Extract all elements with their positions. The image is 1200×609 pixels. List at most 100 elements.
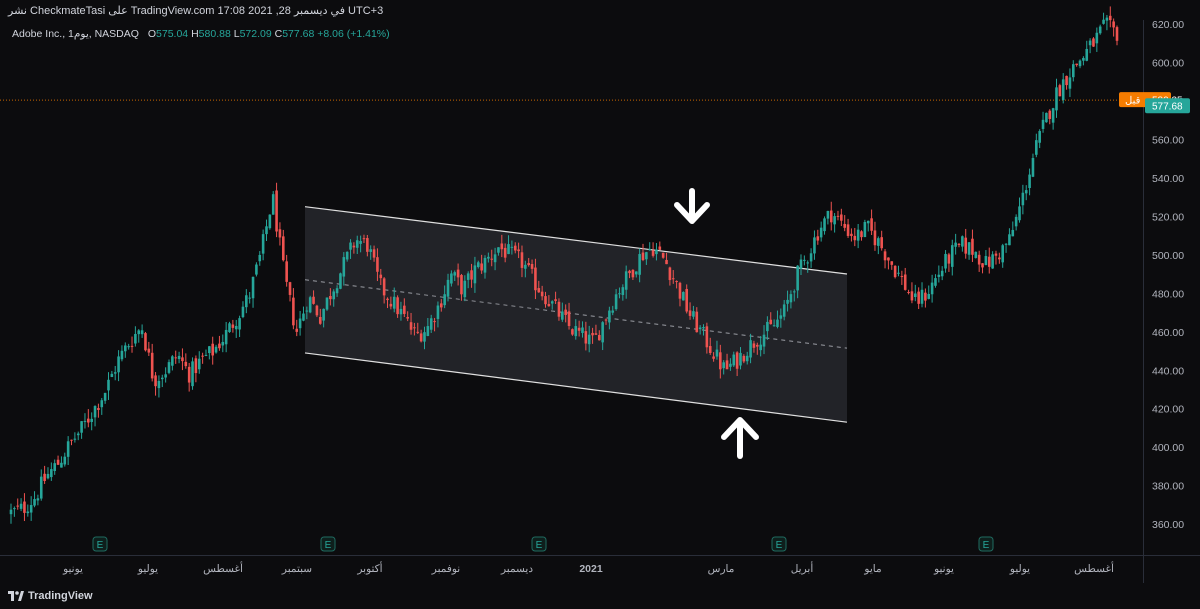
earnings-marker[interactable]: E <box>978 536 994 552</box>
candle <box>399 301 403 321</box>
candle <box>597 330 601 341</box>
symbol-name[interactable]: Adobe Inc., 1يوم, NASDAQ <box>12 28 139 40</box>
candle <box>70 439 73 446</box>
candle <box>248 291 251 304</box>
candle <box>745 351 749 365</box>
svg-text:E: E <box>97 540 104 551</box>
candle <box>759 336 762 357</box>
candle <box>342 252 346 286</box>
candle <box>191 357 194 390</box>
candle <box>719 344 722 379</box>
candle <box>967 241 971 260</box>
channel-lower-line[interactable] <box>304 352 848 423</box>
candle <box>866 220 870 232</box>
candle <box>1028 168 1031 196</box>
candle <box>251 276 255 308</box>
candle <box>466 271 470 289</box>
earnings-marker[interactable]: E <box>771 536 787 552</box>
candle <box>318 308 322 325</box>
candle <box>134 326 137 347</box>
candle <box>450 270 453 287</box>
candle <box>517 242 520 259</box>
earnings-marker[interactable]: E <box>320 536 336 552</box>
candle <box>43 465 46 484</box>
candle <box>1024 185 1028 201</box>
candle <box>144 331 147 352</box>
candle <box>507 235 510 255</box>
candle <box>355 235 359 255</box>
candle <box>439 299 443 312</box>
candle <box>137 329 141 343</box>
candle <box>792 289 796 302</box>
candle <box>140 324 144 338</box>
close-value: 577.68 <box>282 28 315 40</box>
candle <box>33 491 36 508</box>
x-tick-label: مارس <box>708 563 735 575</box>
candle <box>524 260 527 278</box>
candle <box>80 421 83 439</box>
candle <box>954 233 957 255</box>
candle <box>87 409 90 428</box>
candle <box>819 221 823 242</box>
candle <box>614 289 618 311</box>
candle <box>1098 24 1102 35</box>
candle <box>113 365 117 381</box>
candle <box>695 307 699 333</box>
candle <box>362 234 366 243</box>
candle <box>187 363 191 392</box>
candle <box>231 319 235 333</box>
candle <box>1082 56 1085 66</box>
candle <box>987 247 991 274</box>
x-tick-label: يونيو <box>933 563 954 575</box>
candle <box>201 352 204 364</box>
up-arrow-annotation[interactable] <box>721 417 759 459</box>
candle <box>46 467 50 480</box>
tradingview-brand[interactable]: TradingView <box>28 590 93 602</box>
candle <box>530 259 534 274</box>
candle <box>873 221 877 251</box>
candle <box>907 289 910 295</box>
candle <box>218 335 221 351</box>
candle <box>1045 112 1048 123</box>
candle <box>97 403 100 418</box>
earnings-marker[interactable]: E <box>531 536 547 552</box>
open-label: O <box>147 28 157 40</box>
candle <box>9 503 13 524</box>
candle <box>782 299 786 321</box>
candle <box>221 334 225 353</box>
x-tick-label: يوليو <box>137 563 158 575</box>
candle <box>601 321 604 351</box>
publish-text: نشر CheckmateTasi على TradingView.com 17… <box>8 5 384 17</box>
channel-upper-line[interactable] <box>304 206 848 275</box>
candle <box>208 345 211 360</box>
earnings-marker[interactable]: E <box>92 536 108 552</box>
candle <box>1095 27 1099 52</box>
candle <box>255 262 258 277</box>
down-arrow-annotation[interactable] <box>674 188 710 224</box>
candle <box>228 321 231 333</box>
candle <box>604 318 608 325</box>
y-tick-label: 620.00 <box>1152 19 1184 31</box>
candle <box>16 498 20 510</box>
candle <box>547 295 551 307</box>
candle <box>732 351 736 367</box>
candle <box>682 291 685 301</box>
candle <box>829 201 833 231</box>
candle <box>624 265 628 299</box>
footer-bar: TradingView <box>0 583 1200 609</box>
candle <box>463 275 467 302</box>
candle <box>211 336 215 365</box>
candle <box>1068 68 1072 98</box>
candle <box>893 265 897 279</box>
candle <box>513 242 517 254</box>
candle <box>668 266 672 286</box>
candle <box>1075 63 1078 67</box>
candle <box>651 242 655 258</box>
candle <box>194 355 198 383</box>
y-tick-label: 360.00 <box>1152 519 1184 531</box>
candle <box>127 343 130 350</box>
candle <box>366 235 369 257</box>
candle <box>769 312 773 325</box>
x-tick-label: أغسطس <box>1074 561 1114 575</box>
